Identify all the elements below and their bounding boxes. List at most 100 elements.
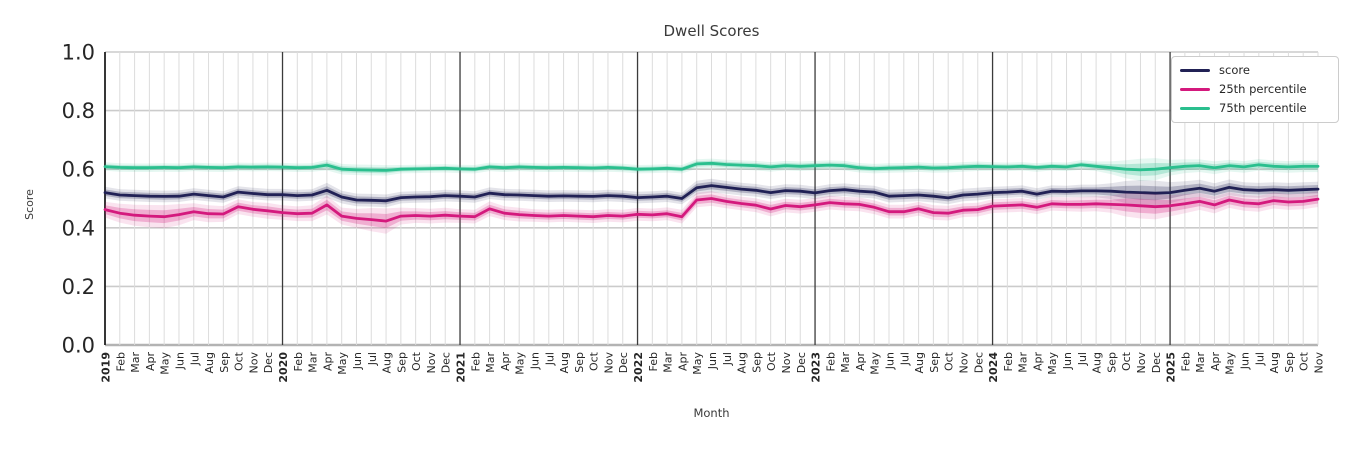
svg-text:Feb: Feb — [469, 352, 482, 371]
legend-label: 75th percentile — [1219, 101, 1307, 115]
svg-text:May: May — [691, 352, 704, 375]
svg-text:Jun: Jun — [1239, 352, 1252, 370]
chart-title: Dwell Scores — [663, 22, 760, 40]
svg-text:Aug: Aug — [1268, 352, 1281, 373]
svg-text:Feb: Feb — [1179, 352, 1192, 371]
svg-text:Nov: Nov — [425, 352, 438, 374]
svg-text:Dec: Dec — [262, 352, 275, 373]
svg-text:Oct: Oct — [588, 351, 601, 371]
svg-text:Mar: Mar — [307, 352, 320, 373]
svg-text:Feb: Feb — [1002, 352, 1015, 371]
svg-text:2023: 2023 — [810, 352, 823, 383]
svg-text:Jul: Jul — [1253, 352, 1266, 366]
svg-text:Mar: Mar — [1194, 352, 1207, 373]
svg-text:May: May — [1046, 352, 1059, 375]
svg-text:Oct: Oct — [410, 351, 423, 371]
svg-text:May: May — [514, 352, 527, 375]
svg-text:Jul: Jul — [366, 352, 379, 366]
svg-text:Dec: Dec — [440, 352, 453, 373]
svg-text:Sep: Sep — [750, 352, 763, 373]
svg-text:Jul: Jul — [543, 352, 556, 366]
svg-text:Apr: Apr — [1209, 352, 1222, 372]
svg-text:Jul: Jul — [188, 352, 201, 366]
svg-text:Dec: Dec — [1150, 352, 1163, 373]
75th-percentile-line-swatch — [1180, 106, 1210, 110]
svg-text:Sep: Sep — [1105, 352, 1118, 373]
svg-text:2025: 2025 — [1165, 352, 1178, 383]
svg-text:0.4: 0.4 — [62, 216, 95, 240]
svg-text:Feb: Feb — [292, 352, 305, 371]
svg-text:Mar: Mar — [484, 352, 497, 373]
svg-text:Jul: Jul — [1076, 352, 1089, 366]
svg-text:Nov: Nov — [1135, 352, 1148, 374]
svg-text:May: May — [336, 352, 349, 375]
svg-text:Mar: Mar — [129, 352, 142, 373]
svg-text:Jun: Jun — [884, 352, 897, 370]
svg-text:Sep: Sep — [395, 352, 408, 373]
svg-text:Jun: Jun — [351, 352, 364, 370]
svg-text:Aug: Aug — [913, 352, 926, 373]
svg-text:Sep: Sep — [218, 352, 231, 373]
svg-text:Apr: Apr — [676, 352, 689, 372]
svg-text:1.0: 1.0 — [62, 41, 95, 65]
svg-text:Oct: Oct — [233, 351, 246, 371]
svg-text:Oct: Oct — [765, 351, 778, 371]
svg-text:0.8: 0.8 — [62, 99, 95, 123]
score-line-swatch — [1180, 68, 1210, 72]
svg-text:Jun: Jun — [706, 352, 719, 370]
legend-item-score: score — [1180, 63, 1328, 77]
svg-text:Mar: Mar — [839, 352, 852, 373]
svg-text:Dec: Dec — [795, 352, 808, 373]
svg-text:May: May — [869, 352, 882, 375]
svg-text:Jul: Jul — [898, 352, 911, 366]
legend-item-25th-percentile: 25th percentile — [1180, 82, 1328, 96]
svg-text:2020: 2020 — [277, 352, 290, 383]
svg-text:Aug: Aug — [203, 352, 216, 373]
svg-text:Nov: Nov — [1313, 352, 1326, 374]
svg-text:0.0: 0.0 — [62, 334, 95, 358]
svg-text:Nov: Nov — [247, 352, 260, 374]
svg-text:Jun: Jun — [173, 352, 186, 370]
svg-text:Mar: Mar — [662, 352, 675, 373]
svg-text:0.6: 0.6 — [62, 158, 95, 182]
y-axis-label: Score — [22, 189, 36, 220]
legend: score 25th percentile 75th percentile — [1171, 56, 1339, 123]
svg-text:Jun: Jun — [528, 352, 541, 370]
svg-text:Sep: Sep — [928, 352, 941, 373]
svg-text:2021: 2021 — [455, 352, 468, 383]
svg-text:0.2: 0.2 — [62, 275, 95, 299]
svg-text:Dec: Dec — [617, 352, 630, 373]
svg-text:2019: 2019 — [100, 352, 113, 383]
legend-item-75th-percentile: 75th percentile — [1180, 101, 1328, 115]
svg-text:Apr: Apr — [321, 352, 334, 372]
svg-text:Nov: Nov — [957, 352, 970, 374]
legend-label: 25th percentile — [1219, 82, 1307, 96]
svg-text:Apr: Apr — [854, 352, 867, 372]
svg-text:2024: 2024 — [987, 352, 1000, 383]
svg-text:Aug: Aug — [736, 352, 749, 373]
svg-text:Feb: Feb — [824, 352, 837, 371]
svg-text:Nov: Nov — [780, 352, 793, 374]
svg-text:May: May — [1224, 352, 1237, 375]
25th-percentile-line-swatch — [1180, 87, 1210, 91]
svg-text:Nov: Nov — [602, 352, 615, 374]
svg-text:Sep: Sep — [573, 352, 586, 373]
svg-text:Feb: Feb — [114, 352, 127, 371]
svg-text:Dec: Dec — [972, 352, 985, 373]
svg-text:Aug: Aug — [558, 352, 571, 373]
svg-text:Jun: Jun — [1061, 352, 1074, 370]
svg-text:Apr: Apr — [144, 352, 157, 372]
svg-text:Jul: Jul — [721, 352, 734, 366]
legend-label: score — [1219, 63, 1250, 77]
svg-text:2022: 2022 — [632, 352, 645, 383]
svg-text:Feb: Feb — [647, 352, 660, 371]
svg-text:Oct: Oct — [943, 351, 956, 371]
svg-text:Sep: Sep — [1283, 352, 1296, 373]
svg-text:Aug: Aug — [381, 352, 394, 373]
svg-text:Aug: Aug — [1091, 352, 1104, 373]
svg-text:Oct: Oct — [1120, 351, 1133, 371]
svg-text:May: May — [159, 352, 172, 375]
svg-text:Apr: Apr — [1031, 352, 1044, 372]
